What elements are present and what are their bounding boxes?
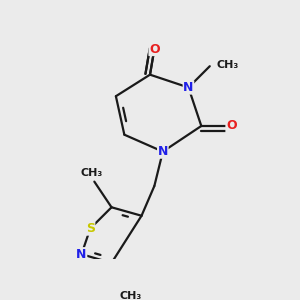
Text: O: O [226,119,237,133]
Text: O: O [149,43,160,56]
Text: CH₃: CH₃ [81,168,103,178]
Text: CH₃: CH₃ [120,291,142,300]
Text: CH₃: CH₃ [216,60,238,70]
Text: S: S [86,222,95,235]
Text: N: N [158,145,168,158]
Text: N: N [183,81,194,94]
Text: N: N [76,248,87,261]
